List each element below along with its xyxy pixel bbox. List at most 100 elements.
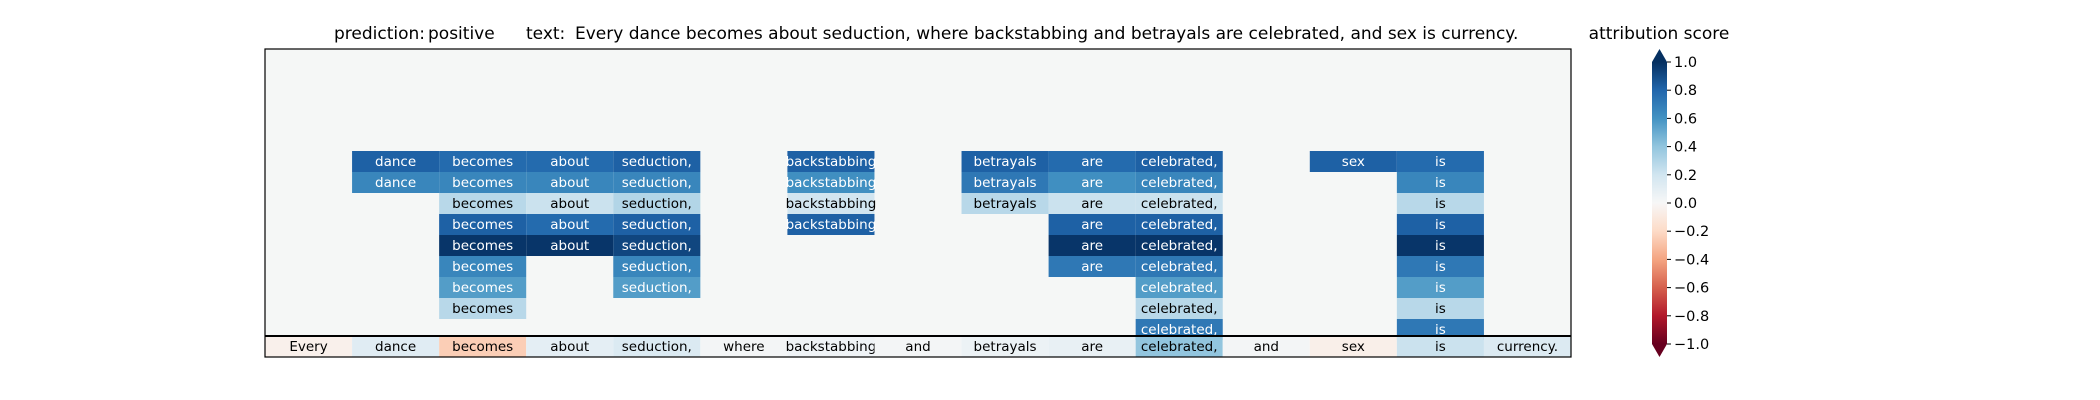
heatmap-cell-label: is bbox=[1435, 259, 1446, 275]
token-label: betrayals bbox=[974, 339, 1037, 355]
token-label: and bbox=[905, 339, 930, 355]
token-cell bbox=[961, 336, 1049, 357]
token-label: sex bbox=[1342, 339, 1365, 355]
token-label: backstabbing bbox=[786, 339, 877, 355]
heatmap-cell bbox=[439, 214, 527, 235]
heatmap-cell bbox=[439, 298, 527, 319]
heatmap-cell-label: celebrated, bbox=[1141, 301, 1218, 317]
heatmap-cell-label: is bbox=[1435, 238, 1446, 254]
heatmap-cell-label: celebrated, bbox=[1141, 217, 1218, 233]
colorbar-tick-label: −0.4 bbox=[1674, 252, 1709, 268]
heatmap-cell bbox=[1135, 193, 1223, 214]
token-cell bbox=[439, 336, 527, 357]
heatmap-cell bbox=[1048, 172, 1136, 193]
heatmap-cell bbox=[961, 172, 1049, 193]
heatmap-cell bbox=[1396, 256, 1484, 277]
heatmap-cell bbox=[1396, 172, 1484, 193]
heatmap-cell-label: about bbox=[550, 154, 589, 170]
token-cell bbox=[1483, 336, 1571, 357]
heatmap-cell-label: becomes bbox=[452, 154, 513, 170]
heatmap-cell bbox=[613, 235, 701, 256]
colorbar-extend-top bbox=[1652, 49, 1667, 62]
title-text-label: text: bbox=[526, 24, 565, 44]
heatmap-cell-label: is bbox=[1435, 175, 1446, 191]
heatmap-cell-label: betrayals bbox=[974, 154, 1037, 170]
heatmap-cell-label: is bbox=[1435, 322, 1446, 338]
heatmap-cell-label: becomes bbox=[452, 301, 513, 317]
heatmap-cell-label: dance bbox=[375, 175, 416, 191]
heatmap-cell bbox=[1309, 151, 1397, 172]
heatmap-cell-label: betrayals bbox=[974, 175, 1037, 191]
token-label: currency. bbox=[1497, 339, 1558, 355]
heatmap-cell-label: are bbox=[1081, 154, 1103, 170]
heatmap-cell bbox=[352, 172, 440, 193]
heatmap-cell bbox=[1048, 151, 1136, 172]
heatmap-cell bbox=[439, 235, 527, 256]
heatmap-cell-label: celebrated, bbox=[1141, 280, 1218, 296]
heatmap-cell-label: seduction, bbox=[622, 154, 692, 170]
heatmap-cell bbox=[526, 172, 614, 193]
heatmap-cell bbox=[787, 172, 875, 193]
heatmap-cell-label: backstabbing bbox=[786, 154, 877, 170]
token-cell bbox=[1396, 336, 1484, 357]
colorbar-tick-label: −1.0 bbox=[1674, 337, 1709, 353]
heatmap-plot-area: dance becomes about seduction, backstabbing b… bbox=[264, 48, 1572, 358]
token-cell bbox=[352, 336, 440, 357]
heatmap-cell bbox=[613, 193, 701, 214]
token-label: are bbox=[1081, 339, 1103, 355]
heatmap-cell-label: about bbox=[550, 238, 589, 254]
heatmap-cell bbox=[787, 214, 875, 235]
colorbar-tick-label: 0.4 bbox=[1674, 140, 1697, 156]
heatmap-cell bbox=[1396, 277, 1484, 298]
heatmap-cell-label: are bbox=[1081, 175, 1103, 191]
heatmap-cell bbox=[1135, 277, 1223, 298]
heatmap-cell-label: backstabbing bbox=[786, 217, 877, 233]
token-cell bbox=[874, 336, 962, 357]
heatmap-cell-label: becomes bbox=[452, 217, 513, 233]
token-cell bbox=[1135, 336, 1223, 357]
colorbar-label: attribution score bbox=[1589, 24, 1730, 44]
heatmap-cell bbox=[1396, 193, 1484, 214]
heatmap-cell bbox=[352, 151, 440, 172]
heatmap-cell-label: seduction, bbox=[622, 259, 692, 275]
heatmap-cell bbox=[613, 277, 701, 298]
heatmap-cell bbox=[526, 214, 614, 235]
colorbar-tick-label: −0.8 bbox=[1674, 309, 1709, 325]
heatmap-cell bbox=[439, 193, 527, 214]
token-label: where bbox=[723, 339, 764, 355]
heatmap-cell-label: seduction, bbox=[622, 217, 692, 233]
heatmap-cell bbox=[613, 172, 701, 193]
heatmap-cell bbox=[613, 214, 701, 235]
heatmap-cell bbox=[1396, 151, 1484, 172]
heatmap-cell bbox=[439, 151, 527, 172]
heatmap-cell-label: is bbox=[1435, 280, 1446, 296]
heatmap-cell-label: becomes bbox=[452, 280, 513, 296]
token-label: and bbox=[1254, 339, 1279, 355]
token-label: celebrated, bbox=[1141, 339, 1218, 355]
title-prediction-value: positive bbox=[428, 24, 495, 44]
token-label: is bbox=[1435, 339, 1446, 355]
heatmap-cell-label: becomes bbox=[452, 259, 513, 275]
heatmap-cell bbox=[961, 151, 1049, 172]
heatmap-cell-label: is bbox=[1435, 154, 1446, 170]
title-prediction-label: prediction: bbox=[334, 24, 425, 44]
token-cell bbox=[1222, 336, 1310, 357]
heatmap-cell bbox=[439, 277, 527, 298]
token-label: seduction, bbox=[622, 339, 692, 355]
heatmap-cell-label: is bbox=[1435, 301, 1446, 317]
heatmap-cell bbox=[961, 193, 1049, 214]
heatmap-cell-label: celebrated, bbox=[1141, 154, 1218, 170]
heatmap-cell-label: about bbox=[550, 196, 589, 212]
heatmap-cell bbox=[526, 151, 614, 172]
colorbar-extend-bottom bbox=[1652, 344, 1667, 357]
heatmap-cell-label: seduction, bbox=[622, 175, 692, 191]
token-cell bbox=[787, 336, 875, 357]
colorbar-tick-label: −0.6 bbox=[1674, 281, 1709, 297]
colorbar: 1.0 0.8 0.6 0.4 0.2 0.0 −0.2 −0.4 −0.6 −0.8 −1.0 bbox=[1652, 49, 1709, 357]
heatmap-cell-label: becomes bbox=[452, 196, 513, 212]
heatmap-cell-label: seduction, bbox=[622, 238, 692, 254]
heatmap-cell bbox=[1135, 151, 1223, 172]
colorbar-tick-label: 0.8 bbox=[1674, 83, 1697, 99]
token-label: about bbox=[550, 339, 589, 355]
